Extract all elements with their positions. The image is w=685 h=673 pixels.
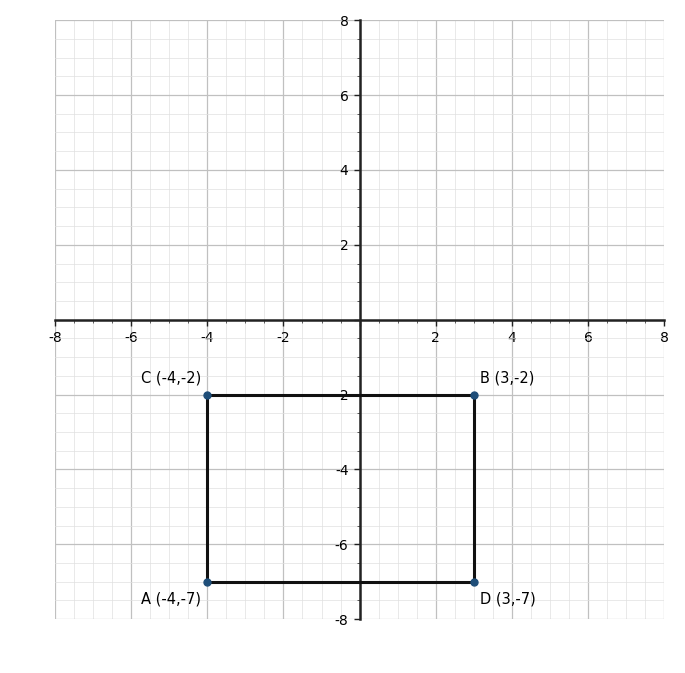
Text: A (-4,-7): A (-4,-7) [142, 591, 201, 606]
Text: D (3,-7): D (3,-7) [479, 591, 536, 606]
Text: C (-4,-2): C (-4,-2) [141, 370, 201, 385]
Text: B (3,-2): B (3,-2) [479, 370, 534, 385]
Bar [207, 394, 474, 581]
